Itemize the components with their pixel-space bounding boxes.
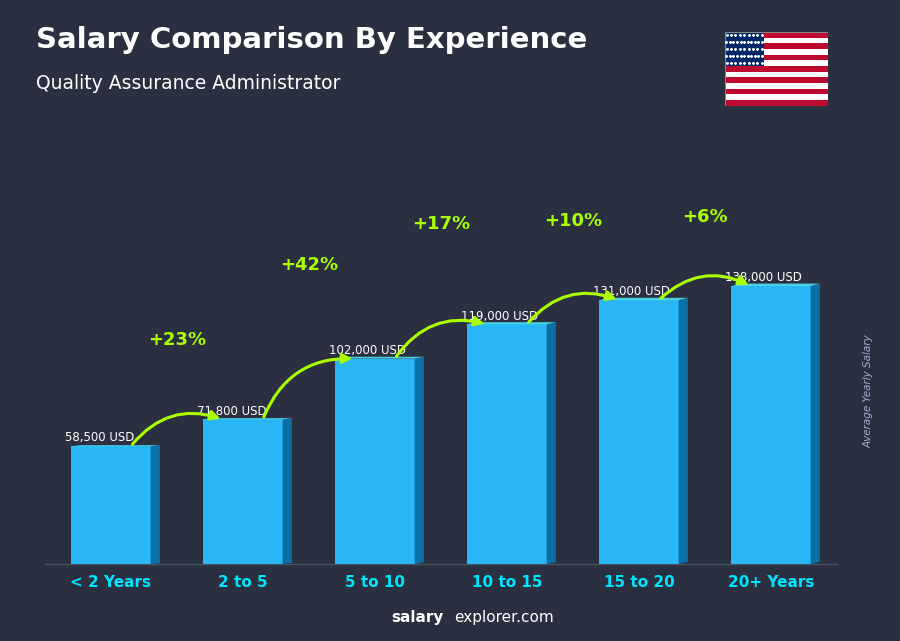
Bar: [724, 49, 828, 54]
Polygon shape: [415, 357, 424, 564]
Bar: [724, 72, 828, 78]
Bar: [724, 66, 828, 72]
Text: salary: salary: [392, 610, 444, 625]
Text: 119,000 USD: 119,000 USD: [461, 310, 538, 322]
FancyArrowPatch shape: [396, 317, 482, 356]
Text: Salary Comparison By Experience: Salary Comparison By Experience: [36, 26, 587, 54]
Polygon shape: [599, 298, 688, 300]
Text: 131,000 USD: 131,000 USD: [593, 285, 670, 299]
Bar: [724, 100, 828, 106]
Polygon shape: [71, 445, 160, 446]
Text: +6%: +6%: [682, 208, 728, 226]
Text: +10%: +10%: [544, 212, 602, 229]
Bar: [724, 38, 828, 44]
Bar: [724, 54, 828, 60]
Bar: [203, 419, 283, 564]
Text: +42%: +42%: [280, 256, 338, 274]
FancyArrowPatch shape: [528, 292, 614, 322]
Bar: [599, 300, 679, 564]
Bar: [724, 88, 828, 94]
Polygon shape: [811, 283, 820, 564]
Bar: [724, 32, 828, 38]
Polygon shape: [283, 418, 292, 564]
Polygon shape: [203, 418, 292, 419]
FancyArrowPatch shape: [264, 354, 349, 417]
Bar: [724, 83, 828, 88]
Text: 102,000 USD: 102,000 USD: [328, 344, 406, 357]
Polygon shape: [467, 322, 556, 324]
Text: +17%: +17%: [412, 215, 470, 233]
Polygon shape: [732, 283, 820, 286]
Polygon shape: [336, 357, 424, 358]
Bar: [724, 78, 828, 83]
FancyArrowPatch shape: [661, 276, 745, 298]
Bar: [71, 446, 150, 564]
Text: explorer.com: explorer.com: [454, 610, 554, 625]
Text: Average Yearly Salary: Average Yearly Salary: [863, 334, 874, 448]
Text: 138,000 USD: 138,000 USD: [724, 271, 802, 285]
FancyArrowPatch shape: [132, 412, 217, 444]
Text: 58,500 USD: 58,500 USD: [65, 431, 134, 444]
Text: Quality Assurance Administrator: Quality Assurance Administrator: [36, 74, 340, 93]
Bar: [336, 358, 415, 564]
Polygon shape: [679, 298, 688, 564]
Bar: [724, 32, 764, 66]
Bar: [724, 44, 828, 49]
Bar: [724, 60, 828, 66]
Polygon shape: [546, 322, 556, 564]
Bar: [724, 94, 828, 100]
Text: +23%: +23%: [148, 331, 206, 349]
Bar: [732, 286, 811, 564]
Text: 71,800 USD: 71,800 USD: [197, 404, 266, 418]
Polygon shape: [150, 445, 160, 564]
Bar: [467, 324, 546, 564]
